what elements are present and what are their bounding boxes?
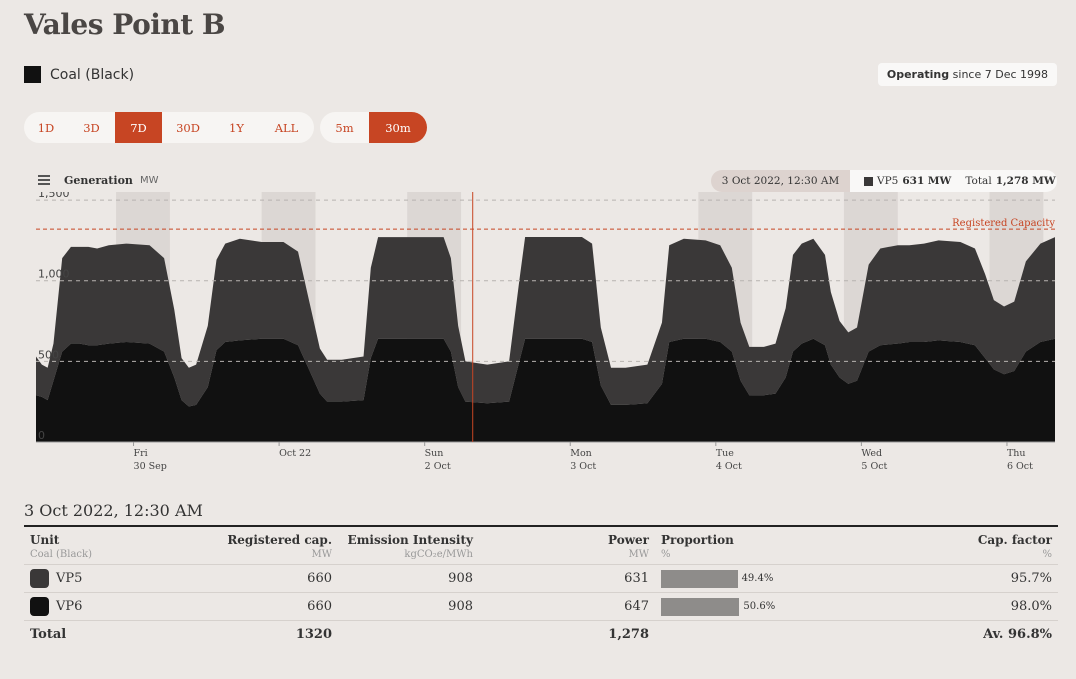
hover-time: 3 Oct 2022, 12:30 AM: [711, 170, 850, 192]
col-emission-sub: kgCO₂e/MWh: [404, 549, 473, 560]
generation-chart[interactable]: 0 500 1,000 1,500 Registered Capacity Fri 30 S…: [0, 192, 1076, 482]
x-tick-label: Tue: [716, 448, 734, 459]
x-tick-label: Mon: [570, 448, 592, 459]
proportion-bar: [661, 597, 740, 616]
chart-title: Generation: [64, 174, 133, 187]
unit-name: VP6: [56, 599, 83, 614]
chart-unit: MW: [140, 175, 159, 186]
col-unit[interactable]: Unit: [30, 533, 60, 547]
hover-series-value: 631 MW: [902, 175, 952, 187]
status-since: since 7 Dec 1998: [952, 68, 1048, 81]
fuel-swatch: [24, 66, 41, 83]
interval-button-5m[interactable]: 5m: [335, 120, 354, 135]
page-title: Vales Point B: [24, 8, 226, 41]
units-table: Unit Registered cap. Emission Intensity …: [24, 529, 1058, 649]
y-tick-label: 500: [38, 348, 59, 361]
hover-total-value: 1,278 MW: [995, 175, 1056, 187]
emission-value: 908: [338, 564, 479, 593]
reg-cap-value: 660: [154, 564, 338, 593]
status-badge: Operating since 7 Dec 1998: [877, 63, 1057, 86]
x-tick-sublabel: 3 Oct: [570, 461, 596, 472]
proportion-value: 50.6%: [743, 601, 776, 612]
hover-series-name: VP5: [877, 175, 899, 187]
hover-series-swatch: [864, 176, 873, 186]
col-unit-sub: Coal (Black): [30, 549, 92, 560]
x-tick-label: Wed: [861, 448, 882, 459]
col-reg-cap[interactable]: Registered cap.: [227, 533, 332, 547]
range-button-1d[interactable]: 1D: [37, 120, 55, 135]
hover-total-label: Total: [965, 175, 992, 187]
range-button-1y[interactable]: 1Y: [229, 120, 244, 135]
menu-icon[interactable]: [38, 175, 50, 185]
col-power-sub: MW: [628, 549, 649, 560]
unit-swatch[interactable]: [30, 597, 49, 616]
range-button-all[interactable]: ALL: [274, 120, 299, 135]
table-divider: [24, 525, 1058, 527]
x-tick-label: Fri: [134, 448, 148, 459]
emission-value: 908: [338, 592, 479, 621]
interval-button-30m[interactable]: 30m: [369, 112, 427, 143]
x-tick-sublabel: 30 Sep: [134, 461, 167, 472]
col-cap-factor-sub: %: [1042, 549, 1052, 560]
x-tick-sublabel: 5 Oct: [861, 461, 887, 472]
col-emission[interactable]: Emission Intensity: [347, 533, 473, 547]
unit-swatch[interactable]: [30, 569, 49, 588]
col-power[interactable]: Power: [608, 533, 649, 547]
range-button-3d[interactable]: 3D: [83, 120, 100, 135]
col-reg-cap-sub: MW: [311, 549, 332, 560]
cap-factor-value: 98.0%: [905, 592, 1058, 621]
x-tick-label: Sun: [425, 448, 444, 459]
col-proportion-sub: %: [661, 549, 671, 560]
y-tick-label: 1,500: [38, 192, 70, 200]
fuel-label: Coal (Black): [50, 66, 135, 83]
col-proportion[interactable]: Proportion: [661, 533, 734, 547]
series-area-vp6: [36, 338, 1055, 442]
col-cap-factor[interactable]: Cap. factor: [977, 533, 1052, 547]
hover-values: VP5 631 MW Total 1,278 MW: [850, 170, 1057, 192]
range-button-7d[interactable]: 7D: [115, 112, 162, 143]
x-tick-sublabel: 6 Oct: [1007, 461, 1033, 472]
chart-header: Generation MW 3 Oct 2022, 12:30 AM VP5 6…: [24, 170, 1057, 192]
range-selector: 1D 3D 7D 30D 1Y ALL: [24, 112, 314, 143]
proportion-bar: [661, 569, 738, 588]
total-reg-cap: 1320: [154, 620, 338, 649]
x-tick-sublabel: 2 Oct: [425, 461, 451, 472]
total-power: 1,278: [479, 620, 655, 649]
series-area-vp5: [36, 237, 1055, 407]
cap-factor-value: 95.7%: [905, 564, 1058, 593]
table-row[interactable]: VP5 660 908 631 49.4% 95.7%: [24, 564, 1058, 593]
table-row[interactable]: VP6 660 908 647 50.6% 98.0%: [24, 592, 1058, 621]
power-value: 647: [479, 592, 655, 621]
total-label: Total: [24, 620, 154, 649]
proportion-value: 49.4%: [741, 573, 774, 584]
x-tick-label: Thu: [1007, 448, 1026, 459]
table-date: 3 Oct 2022, 12:30 AM: [24, 501, 203, 520]
registered-capacity-label: Registered Capacity: [952, 218, 1055, 229]
fuel-legend: Coal (Black): [24, 66, 134, 83]
interval-selector: 5m 30m: [320, 112, 427, 143]
x-tick-label: Oct 22: [279, 448, 311, 459]
x-tick-sublabel: 4 Oct: [716, 461, 742, 472]
unit-name: VP5: [56, 571, 83, 586]
y-tick-label: 0: [38, 429, 45, 442]
power-value: 631: [479, 564, 655, 593]
y-tick-label: 1,000: [38, 268, 70, 281]
range-button-30d[interactable]: 30D: [176, 120, 200, 135]
status-state: Operating: [886, 68, 950, 81]
reg-cap-value: 660: [154, 592, 338, 621]
table-total-row: Total 1320 1,278 Av. 96.8%: [24, 620, 1058, 649]
total-cap-factor: Av. 96.8%: [905, 620, 1058, 649]
